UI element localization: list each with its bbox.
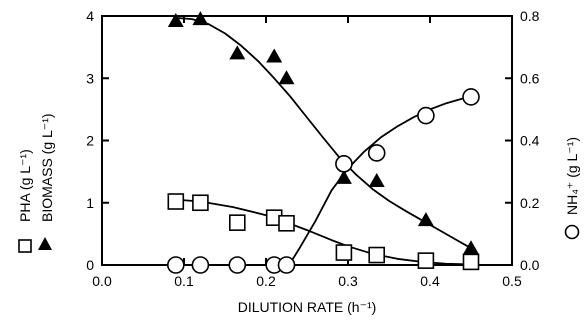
y-left-tick-label: 0	[86, 257, 94, 273]
biomass-point	[266, 48, 283, 63]
biomass-point	[417, 212, 434, 227]
nh4-point	[277, 256, 296, 274]
nh4-point	[462, 88, 480, 106]
y-right-tick-label: 0.2	[520, 195, 540, 211]
plot-frame	[101, 15, 513, 266]
biomass-point	[192, 11, 209, 26]
biomass-legend-marker	[38, 237, 52, 250]
nh4-point	[228, 256, 247, 274]
pha-point	[335, 244, 353, 261]
y-left-tick-label: 2	[86, 133, 94, 149]
nh4-point	[167, 256, 185, 274]
nh4-axis-label: NH₄⁺ (g L⁻¹)	[564, 137, 580, 215]
y-right-tick-label: 0.0	[520, 257, 540, 273]
nh4-point	[367, 144, 386, 162]
nh4-point	[417, 106, 435, 125]
biomass-point	[463, 240, 479, 255]
pha-point	[417, 252, 435, 269]
x-tick-label: 0.2	[256, 273, 276, 289]
pha-point	[462, 253, 480, 271]
x-tick-label: 0.4	[420, 273, 440, 289]
biomass-point	[278, 70, 295, 85]
x-axis-title: DILUTION RATE (h⁻¹)	[238, 299, 377, 315]
pha-point	[229, 214, 246, 231]
biomass-point	[167, 12, 184, 27]
nh4-legend-marker	[564, 224, 580, 240]
biomass-point	[335, 169, 352, 184]
nh4-point	[335, 155, 353, 173]
x-tick-label: 0.1	[174, 273, 194, 289]
pha-legend-marker	[18, 239, 32, 253]
y-left-tick-label: 4	[86, 8, 94, 24]
pha-point	[368, 246, 386, 264]
x-tick-label: 0.0	[92, 273, 112, 289]
fit-curves	[175, 17, 472, 266]
left-axis-legend: PHA (g L⁻¹) BIOMASS (g L⁻¹)	[17, 113, 55, 253]
pha-point	[278, 214, 295, 232]
right-axis-legend: NH₄⁺ (g L⁻¹)	[564, 137, 580, 240]
x-tick-label: 0.3	[338, 273, 358, 289]
y-left-tick-label: 3	[86, 70, 94, 86]
nh4-fit-curve	[288, 96, 472, 266]
biomass-point	[229, 45, 246, 60]
biomass-point	[368, 172, 385, 187]
nh4-point	[191, 256, 210, 274]
pha-point	[167, 193, 185, 210]
y-right-tick-label: 0.6	[520, 70, 540, 86]
x-tick-label: 0.5	[502, 273, 522, 289]
data-markers	[167, 11, 480, 274]
y-right-tick-label: 0.8	[520, 8, 540, 24]
pha-point	[192, 194, 209, 212]
y-right-tick-label: 0.4	[520, 133, 540, 149]
pha-axis-label: PHA (g L⁻¹)	[17, 149, 33, 222]
axis-ticks: 0.0 0.1 0.2 0.3 0.4 0.5 0 1 2 3 4 0.0 0.2 0.4 0.6 0.8	[86, 8, 539, 289]
biomass-axis-label: BIOMASS (g L⁻¹)	[39, 113, 55, 222]
y-left-tick-label: 1	[86, 195, 94, 211]
